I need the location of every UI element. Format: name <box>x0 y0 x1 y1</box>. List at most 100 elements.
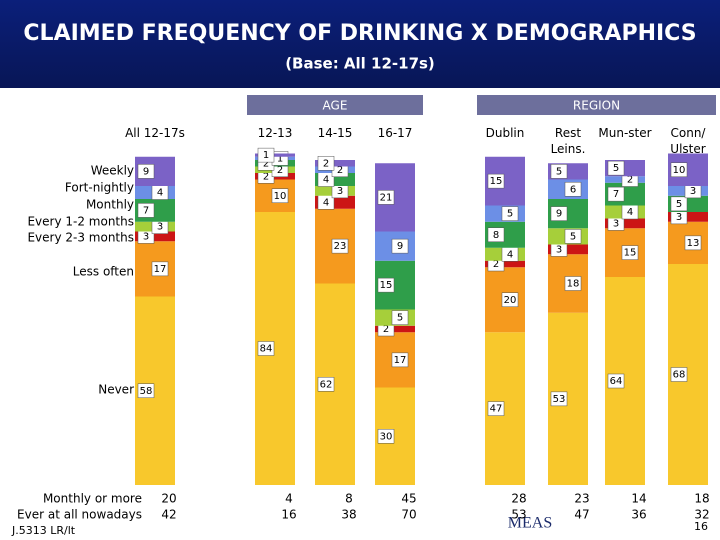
group-header-box <box>477 95 716 115</box>
value-label: 2 <box>337 165 343 176</box>
value-label: 2 <box>383 324 389 335</box>
value-label-box <box>670 367 688 382</box>
value-label: 4 <box>157 188 163 199</box>
group-header-box <box>247 95 423 115</box>
summary-value: 18 <box>694 492 709 506</box>
summary-value: 28 <box>511 492 526 506</box>
value-label: 10 <box>673 165 686 176</box>
footer-logo: MEAS <box>508 515 552 532</box>
value-label: 2 <box>277 165 283 176</box>
legend-label: Less often <box>73 265 134 279</box>
value-label: 68 <box>673 370 686 381</box>
x-category-label: Dublin <box>486 126 525 140</box>
value-label-box <box>550 164 568 179</box>
value-label: 18 <box>567 279 580 290</box>
value-label-box <box>391 352 409 368</box>
value-label-box <box>257 147 275 163</box>
chart-subtitle: (Base: All 12-17s) <box>285 55 435 73</box>
summary-value: 36 <box>631 508 646 522</box>
summary-value: 23 <box>574 492 589 506</box>
value-label-box <box>607 373 625 389</box>
value-label: 15 <box>490 176 503 187</box>
value-label-box <box>317 377 335 392</box>
value-label-box <box>621 245 639 260</box>
legend-label: Never <box>98 383 134 397</box>
value-label: 9 <box>143 166 149 177</box>
value-label: 4 <box>323 197 329 208</box>
value-label: 5 <box>556 166 562 177</box>
value-label: 15 <box>624 248 637 259</box>
value-label-box <box>501 206 519 221</box>
summary-value: 38 <box>341 508 356 522</box>
value-label-box <box>607 160 625 176</box>
summary-value: 53 <box>511 508 526 522</box>
legend-label: Weekly <box>91 164 134 178</box>
summary-value: 42 <box>161 508 176 522</box>
value-label: 30 <box>380 431 393 442</box>
value-label-box <box>331 238 349 254</box>
x-category-label: Rest Leins. <box>551 126 586 156</box>
value-label: 13 <box>687 238 700 249</box>
value-label: 7 <box>613 189 619 200</box>
value-label: 3 <box>143 231 149 242</box>
chart-title: CLAIMED FREQUENCY OF DRINKING X DEMOGRAP… <box>23 21 696 46</box>
value-label: 58 <box>140 386 153 397</box>
bar-segment <box>548 244 588 255</box>
value-label: 47 <box>490 404 503 415</box>
value-label: 7 <box>143 205 149 216</box>
value-label-box <box>137 203 155 218</box>
value-label-box <box>137 164 155 179</box>
value-label-box <box>377 190 395 205</box>
group-header: REGION <box>573 99 620 113</box>
value-label: 1 <box>277 153 283 164</box>
summary-value: 20 <box>161 492 176 506</box>
value-label-box <box>137 383 155 398</box>
value-label: 5 <box>507 209 513 220</box>
value-label: 20 <box>504 295 517 306</box>
value-label-box <box>151 261 169 277</box>
legend-label: Fort-nightly <box>65 181 134 195</box>
value-label: 10 <box>274 191 287 202</box>
value-label-box <box>670 196 688 212</box>
value-label-box <box>564 182 582 197</box>
bar-segment <box>668 212 708 222</box>
value-label: 2 <box>493 259 499 270</box>
value-label: 17 <box>154 264 167 275</box>
summary-value: 14 <box>631 492 646 506</box>
value-label-box <box>257 341 275 356</box>
summary-row-label: Ever at all nowadays <box>17 508 142 522</box>
summary-row-label: Monthly or more <box>43 492 142 506</box>
value-label-box <box>564 276 582 291</box>
value-label: 6 <box>570 184 576 195</box>
summary-value: 45 <box>401 492 416 506</box>
value-label: 4 <box>627 207 633 218</box>
value-label: 15 <box>380 280 393 291</box>
value-label: 2 <box>323 158 329 169</box>
value-label: 84 <box>260 344 273 355</box>
value-label: 9 <box>556 209 562 220</box>
value-label: 3 <box>690 186 696 197</box>
value-label: 5 <box>613 163 619 174</box>
x-category-label: 16-17 <box>378 126 413 140</box>
value-label: 3 <box>337 186 343 197</box>
value-label: 4 <box>323 175 329 186</box>
value-label: 3 <box>157 222 163 233</box>
summary-value: 47 <box>574 508 589 522</box>
bar-segment <box>375 325 415 333</box>
bar-segment <box>255 153 295 157</box>
value-label-box <box>550 206 568 221</box>
value-label-box <box>391 238 409 254</box>
value-label: 3 <box>613 218 619 229</box>
footer-code: J.5313 LR/lt <box>11 524 76 537</box>
value-label: 62 <box>320 379 333 390</box>
value-label-box <box>501 292 519 307</box>
legend-label: Every 2-3 months <box>27 231 134 245</box>
value-label: 17 <box>394 355 407 366</box>
legend-label: Every 1-2 months <box>27 215 134 229</box>
value-label: 23 <box>334 241 347 252</box>
value-label: 2 <box>263 171 269 182</box>
value-label-box <box>607 186 625 202</box>
page-number: 16 <box>694 520 708 533</box>
x-category-label: 14-15 <box>318 126 353 140</box>
